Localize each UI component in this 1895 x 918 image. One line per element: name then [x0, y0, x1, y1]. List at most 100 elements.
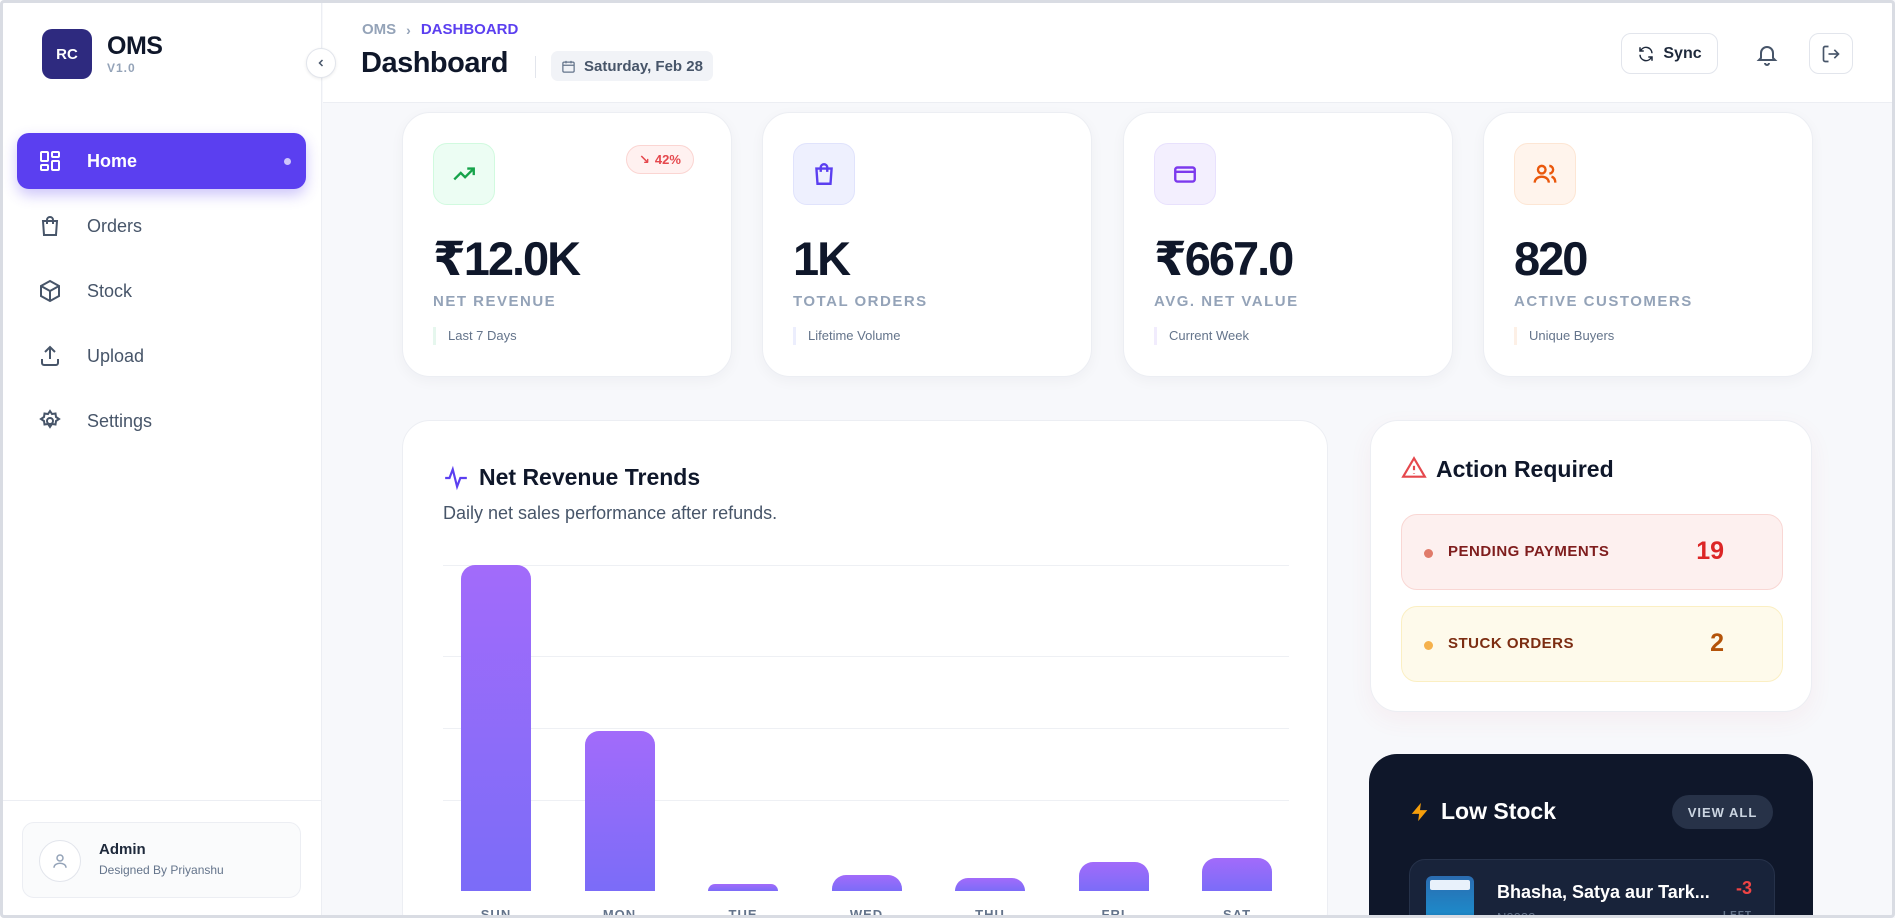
chart-subtitle: Daily net sales performance after refund…: [443, 503, 778, 523]
stock-quantity: -3: [1735, 878, 1752, 898]
stat-label: TOTAL ORDERS: [793, 293, 928, 310]
x-tick-label: WED: [849, 907, 884, 918]
sidebar-item-settings[interactable]: Settings: [17, 393, 306, 449]
avatar: [39, 840, 81, 882]
sidebar-item-stock[interactable]: Stock: [17, 263, 306, 319]
credit-card-icon: [1154, 143, 1216, 205]
bar-wed[interactable]: [831, 875, 902, 891]
bar-fri[interactable]: [1078, 862, 1149, 891]
gridline: [443, 728, 1289, 729]
notifications-button[interactable]: [1746, 33, 1787, 74]
user-card[interactable]: Admin Designed By Priyanshu: [22, 822, 301, 898]
x-tick-label: MON: [602, 907, 637, 918]
action-label: PENDING PAYMENTS: [1448, 543, 1610, 560]
box-icon: [37, 278, 63, 304]
title-divider: [535, 56, 536, 78]
status-dot: [1424, 549, 1433, 558]
book-cover-thumbnail: [1426, 876, 1474, 918]
stat-subtitle: Unique Buyers: [1514, 327, 1614, 345]
sidebar-item-home[interactable]: Home: [17, 133, 306, 189]
breadcrumb-current: DASHBOARD: [420, 21, 519, 38]
low-stock-card: Low Stock VIEW ALL Bhasha, Satya aur Tar…: [1369, 754, 1813, 918]
stat-value: ₹12.0K: [433, 232, 581, 285]
stat-card-active-customers: 820 ACTIVE CUSTOMERS Unique Buyers: [1483, 112, 1813, 377]
chart-title: Net Revenue Trends: [479, 464, 701, 490]
action-required-title: Action Required: [1436, 456, 1614, 482]
lightning-icon: [1409, 799, 1431, 830]
stat-label: AVG. NET VALUE: [1154, 293, 1299, 310]
logout-icon: [1822, 45, 1840, 62]
stat-value: 820: [1514, 232, 1588, 285]
chevron-right-icon: ›: [406, 21, 411, 38]
x-tick-label: TUE: [728, 907, 758, 918]
refresh-icon: [1639, 46, 1654, 61]
sidebar-divider: [0, 800, 322, 801]
x-tick-label: SUN: [480, 907, 512, 918]
sync-label: Sync: [1663, 44, 1702, 62]
breadcrumb: OMS › DASHBOARD: [362, 21, 518, 38]
current-date: Saturday, Feb 28: [584, 57, 703, 75]
bar-mon[interactable]: [584, 731, 655, 891]
sidebar: RC OMS V1.0 Home Orders Stock Upload Set…: [0, 0, 322, 918]
shopping-bag-icon: [793, 143, 855, 205]
trending-down-icon: ↘: [639, 151, 650, 167]
stock-quantity-label: LEFT: [1723, 910, 1752, 918]
action-count: 2: [1710, 629, 1724, 657]
stat-subtitle: Current Week: [1154, 327, 1249, 345]
list-item[interactable]: Bhasha, Satya aur Tark... N0032 -3 LEFT: [1409, 859, 1775, 918]
sidebar-item-upload[interactable]: Upload: [17, 328, 306, 384]
bar-sat[interactable]: [1202, 858, 1272, 891]
bell-icon: [1756, 45, 1777, 66]
x-tick-label: THU: [975, 907, 1005, 918]
sidebar-item-label: Orders: [87, 215, 143, 236]
collapse-sidebar-button[interactable]: [306, 48, 336, 78]
net-revenue-chart-card: Net Revenue Trends Daily net sales perfo…: [402, 420, 1328, 918]
sidebar-item-label: Settings: [87, 410, 153, 431]
app-logo: RC: [42, 29, 92, 79]
app-name: OMS: [107, 32, 163, 60]
stuck-orders-row[interactable]: STUCK ORDERS 2: [1401, 606, 1783, 682]
stat-card-total-orders: 1K TOTAL ORDERS Lifetime Volume: [762, 112, 1092, 377]
date-chip: Saturday, Feb 28: [551, 51, 713, 81]
sidebar-item-orders[interactable]: Orders: [17, 198, 306, 254]
bar-tue[interactable]: [708, 884, 778, 891]
bar-sun[interactable]: [461, 565, 531, 891]
stat-value: 1K: [793, 232, 851, 285]
trend-badge: ↘ 42%: [626, 145, 694, 174]
active-indicator-dot: [284, 158, 291, 165]
app-version: V1.0: [107, 61, 136, 75]
shopping-bag-icon: [37, 213, 63, 239]
logout-button[interactable]: [1809, 33, 1853, 74]
warning-icon: [1401, 455, 1427, 486]
chevron-left-icon: [318, 59, 324, 67]
page-title: Dashboard: [361, 47, 508, 79]
gridline: [443, 656, 1289, 657]
user-subtitle: Designed By Priyanshu: [99, 863, 224, 877]
pending-payments-row[interactable]: PENDING PAYMENTS 19: [1401, 514, 1783, 590]
action-count: 19: [1696, 537, 1724, 565]
upload-icon: [37, 343, 63, 369]
action-required-card: Action Required PENDING PAYMENTS 19 STUC…: [1370, 420, 1812, 712]
top-header: OMS › DASHBOARD Dashboard Saturday, Feb …: [323, 3, 1892, 103]
status-dot: [1424, 641, 1433, 650]
stat-subtitle: Lifetime Volume: [793, 327, 901, 345]
bar-thu[interactable]: [955, 878, 1025, 891]
stat-value: ₹667.0: [1154, 232, 1294, 285]
breadcrumb-root[interactable]: OMS: [362, 21, 397, 38]
sidebar-item-label: Home: [87, 150, 138, 171]
dashboard-icon: [37, 148, 63, 174]
action-label: STUCK ORDERS: [1448, 635, 1575, 652]
trending-up-icon: [433, 143, 495, 205]
sidebar-item-label: Stock: [87, 280, 133, 301]
gridline: [443, 565, 1289, 566]
user-name: Admin: [99, 841, 146, 858]
sidebar-item-label: Upload: [87, 345, 145, 366]
product-sku: N0032: [1497, 910, 1536, 918]
user-icon: [53, 854, 67, 868]
stat-subtitle: Last 7 Days: [433, 327, 517, 345]
gear-icon: [37, 408, 63, 434]
sync-button[interactable]: Sync: [1621, 33, 1718, 74]
view-all-button[interactable]: VIEW ALL: [1672, 795, 1773, 829]
users-icon: [1514, 143, 1576, 205]
stat-label: NET REVENUE: [433, 293, 557, 310]
